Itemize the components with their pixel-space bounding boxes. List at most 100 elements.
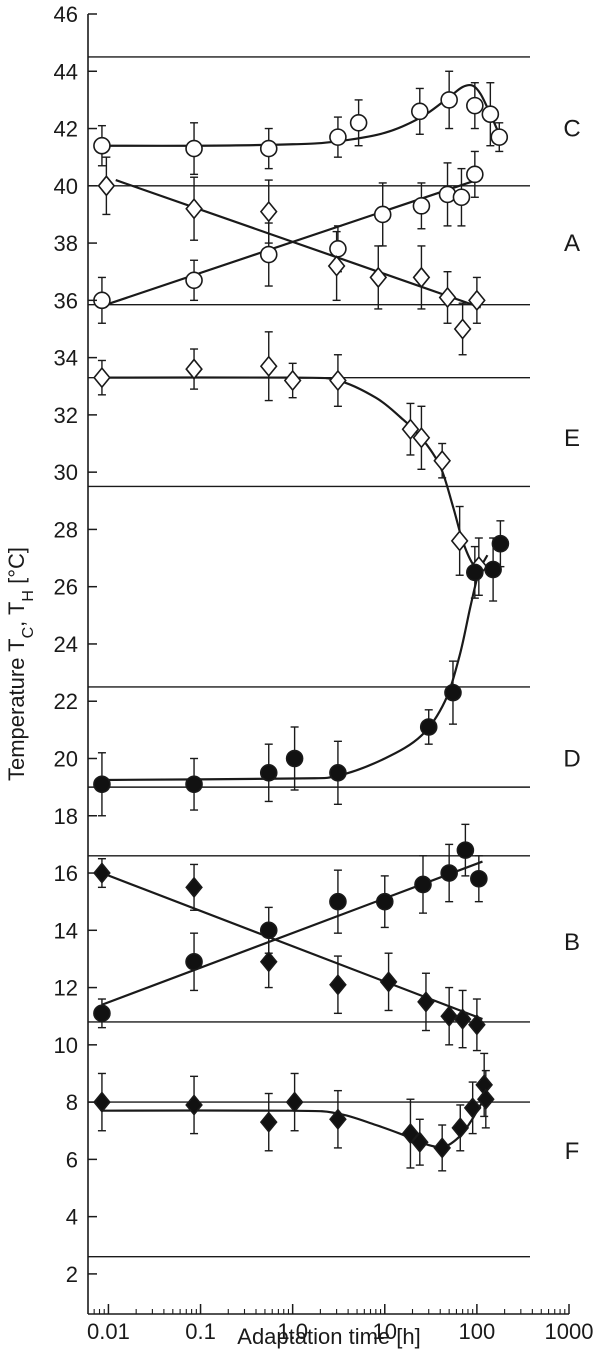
reference-lines [88,56,530,1258]
panel-label-D: D [563,745,580,772]
data-point-A [259,200,278,223]
y-tick-label: 26 [54,575,78,600]
fit-curve-B [101,872,483,1021]
data-point-D [419,718,438,736]
data-point-A [453,318,472,340]
error-bars [97,70,505,1172]
fit-curve-C [101,83,501,147]
y-tick-label: 22 [54,689,78,714]
x-tick-label: 1.0 [277,1319,308,1344]
data-point-E [93,366,111,389]
data-point-B [470,869,488,888]
data-point-F [285,1091,304,1113]
data-point-F [476,1088,495,1111]
y-tick-label: 2 [66,1262,78,1287]
y-tick-label: 46 [54,2,78,27]
data-point-C [440,91,458,109]
data-point-F [185,1094,203,1116]
data-point-B [468,1014,486,1036]
y-tick-label: 14 [54,918,78,943]
data-point-A [369,266,388,289]
data-point-F [433,1137,452,1159]
panel-label-A: A [564,230,580,257]
x-tick-label: 100 [459,1319,496,1344]
data-point-B [453,1008,472,1030]
y-tick-label: 30 [54,460,78,485]
data-point-A [373,205,392,224]
data-point-A [329,240,347,258]
data-point-D [466,563,484,582]
data-point-C [329,128,347,146]
data-point-D [444,683,462,702]
y-tick-label: 28 [54,517,78,542]
data-point-C [185,139,203,158]
data-point-F [451,1117,470,1139]
y-tick-label: 6 [66,1147,78,1172]
data-point-A [412,197,431,215]
data-point-B [185,952,203,971]
data-point-B [440,1005,458,1027]
data-point-B [259,921,278,940]
data-point-C [410,102,429,121]
y-tick-label: 20 [54,746,78,771]
panel-label-E: E [564,425,580,452]
y-tick-label: 38 [54,231,78,256]
data-point-B [259,951,278,973]
data-point-A [468,289,486,312]
y-tick-label: 24 [54,632,78,657]
data-point-C [93,136,111,155]
data-point-D [285,749,304,768]
data-point-C [490,128,509,146]
data-point-B [417,991,435,1013]
data-point-E [283,369,302,392]
data-point-E [401,418,420,440]
y-tick-label: 44 [54,59,78,84]
data-markers [93,91,510,1159]
data-point-D [329,764,347,782]
data-point-A [97,175,116,197]
y-tick-label: 42 [54,117,78,142]
data-point-B [440,864,458,882]
y-ticks: 2468101214161820222426283032343638404244… [54,2,97,1287]
data-point-D [484,560,502,579]
x-tick-label: 10 [373,1319,397,1344]
y-tick-label: 12 [54,976,78,1001]
fit-curves [101,83,501,1149]
data-point-E [329,369,347,392]
y-tick-label: 32 [54,403,78,428]
y-tick-label: 36 [54,288,78,313]
panel-labels: C A E D B F [563,116,580,1165]
x-ticks: 0.01 0.1 1.0 10 100 1000 [87,1304,593,1344]
data-point-D [491,534,510,553]
y-tick-label: 16 [54,861,78,886]
data-point-B [379,971,398,993]
data-point-F [93,1091,111,1113]
data-point-B [456,841,475,859]
y-tick-label: 18 [54,804,78,829]
y-tick-label: 4 [66,1205,78,1230]
data-point-C [481,105,500,124]
data-point-E [185,358,203,380]
data-point-C [466,96,484,115]
data-point-A [412,266,431,289]
y-tick-label: 40 [54,174,78,199]
data-point-A [466,165,484,184]
data-point-E [259,355,278,377]
data-point-B [93,862,111,884]
data-point-F [259,1111,278,1133]
data-point-D [259,764,278,782]
data-point-E [412,427,431,449]
data-point-B [329,973,347,996]
data-point-B [329,892,347,911]
y-axis-title: Temperature TC, TH [°C] [4,547,37,781]
data-point-A [259,245,278,264]
panel-label-F: F [565,1138,580,1165]
data-point-C [259,139,278,158]
data-point-C [349,114,368,132]
data-point-B [93,1004,111,1023]
data-point-B [414,875,432,894]
x-tick-label: 0.01 [87,1319,130,1344]
data-point-D [93,775,111,794]
panel-label-C: C [563,116,580,143]
